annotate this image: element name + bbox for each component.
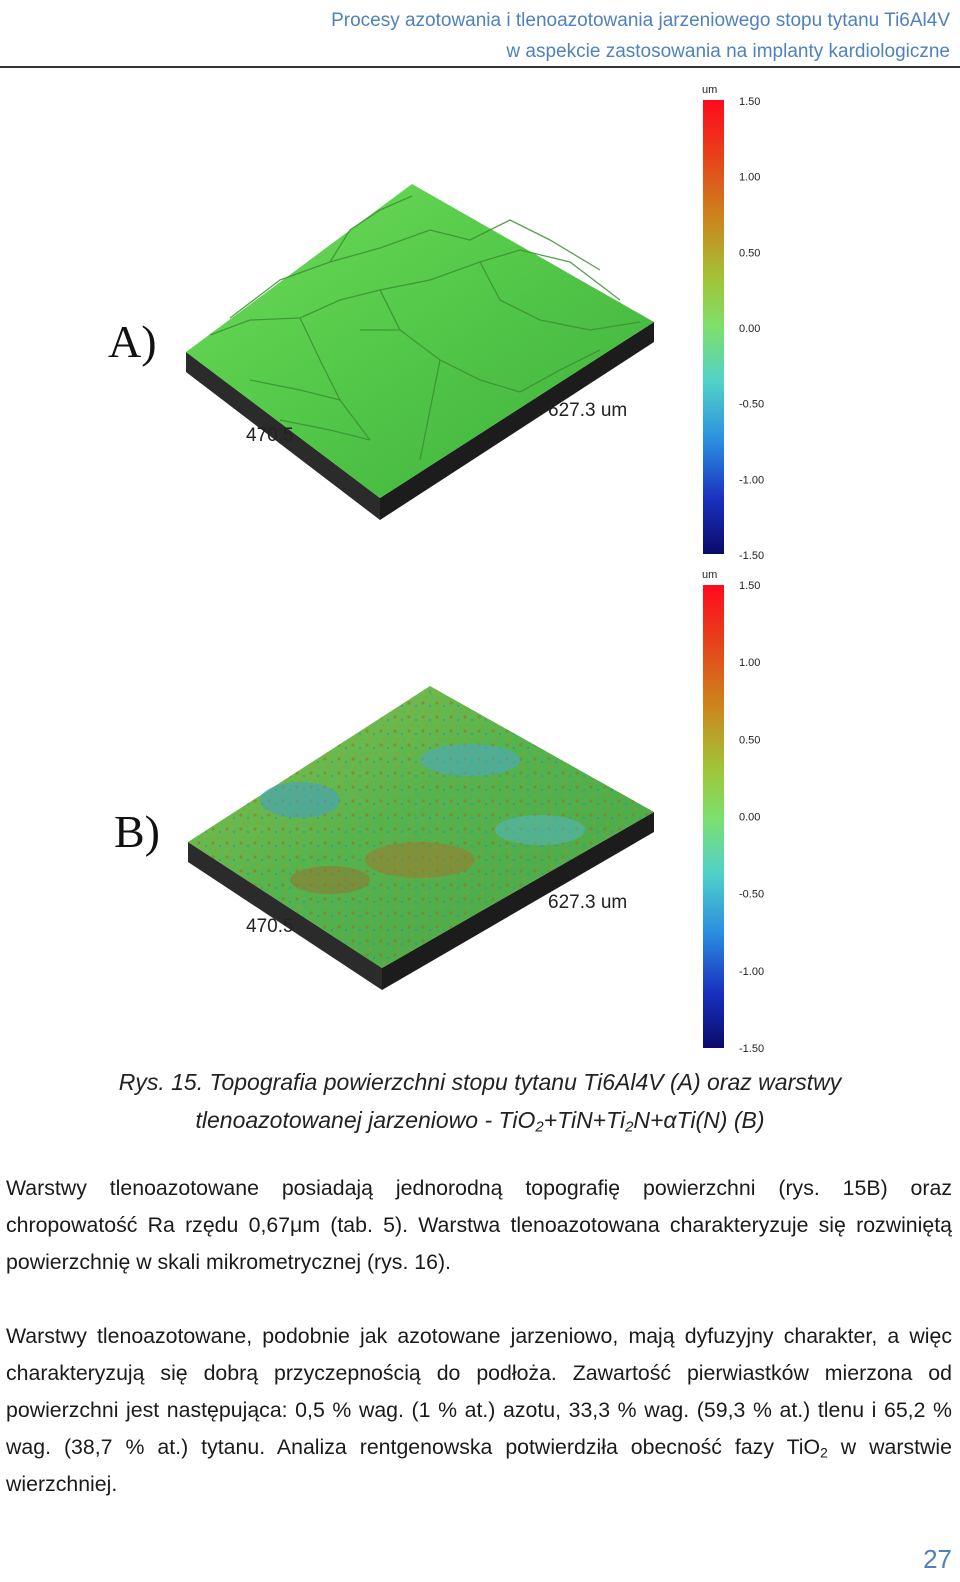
caption-sub-2: 2 xyxy=(625,1118,634,1136)
scale-tick-label-a: -1.50 xyxy=(739,550,764,562)
paragraph-1: Warstwy tlenoazotowane posiadają jednoro… xyxy=(6,1176,952,1274)
header-line-2: w aspekcie zastosowania na implanty kard… xyxy=(506,41,950,62)
surface-b-texture xyxy=(188,686,654,968)
y-dim-label-a: 470.5 xyxy=(246,425,294,446)
caption-line-2-part-c: N+αTi(N) (B) xyxy=(633,1107,765,1133)
surface-b-base-right xyxy=(382,812,654,990)
scale-tick-label-b: -1.50 xyxy=(739,1043,764,1055)
grain-boundaries-a xyxy=(209,195,641,461)
running-header: Procesy azotowania i tlenoazotowania jar… xyxy=(331,5,950,67)
paragraph-2-text-b: w warstwie wierzchniej. xyxy=(6,1435,952,1496)
y-dim-label-b: 470.5 xyxy=(246,916,294,937)
paragraph-2-sub: 2 xyxy=(820,1444,828,1461)
scale-tick-label-a: 1.50 xyxy=(739,96,760,108)
surface-b-base-left xyxy=(188,842,382,990)
scale-tick-label-b: -0.50 xyxy=(739,889,764,901)
scale-bar-b xyxy=(703,585,724,1048)
panel-label-a: A) xyxy=(108,316,157,367)
caption-line-2-part-b: +TiN+Ti xyxy=(543,1107,626,1133)
caption-sub-1: 2 xyxy=(535,1118,544,1136)
figure-caption: Rys. 15. Topografia powierzchni stopu ty… xyxy=(0,1063,960,1139)
surface-a-base-left xyxy=(186,352,380,520)
surface-a-top xyxy=(186,184,654,498)
paragraph-2: Warstwy tlenoazotowane, podobnie jak azo… xyxy=(6,1318,952,1503)
color-scale-b: um 1.50 1.00 0.50 0.00 -0.50 -1.00 -1.50 xyxy=(702,569,764,1055)
scale-tick-label-a: 0.00 xyxy=(739,323,760,335)
surface-b-features xyxy=(260,744,585,894)
header-line-1: Procesy azotowania i tlenoazotowania jar… xyxy=(331,10,950,31)
paragraph-2-text-a: Warstwy tlenoazotowane, podobnie jak azo… xyxy=(6,1324,952,1459)
surface-plot-b xyxy=(188,686,654,990)
caption-line-1: Rys. 15. Topografia powierzchni stopu ty… xyxy=(118,1069,842,1095)
surface-plot-a xyxy=(186,184,654,520)
scale-tick-label-a: -1.00 xyxy=(739,474,764,486)
scale-unit-a: um xyxy=(702,84,717,96)
header-rule xyxy=(0,66,960,68)
scale-tick-label-b: -1.00 xyxy=(739,966,764,978)
x-dim-label-a: 627.3 um xyxy=(548,400,627,421)
topography-figure: 627.3 um 470.5 um 1.50 1.00 0.50 0.00 -0.50 -… xyxy=(186,84,764,1055)
scale-tick-label-b: 1.00 xyxy=(739,657,760,669)
scale-unit-b: um xyxy=(702,569,717,581)
surface-a-base-right xyxy=(380,322,654,520)
scale-tick-label-b: 1.50 xyxy=(739,580,760,592)
scale-tick-label-a: -0.50 xyxy=(739,399,764,411)
color-scale-a: um 1.50 1.00 0.50 0.00 -0.50 -1.00 -1.50 xyxy=(702,84,764,562)
scale-tick-label-a: 1.00 xyxy=(739,172,760,184)
scale-tick-label-b: 0.00 xyxy=(739,812,760,824)
panel-label-b: B) xyxy=(114,806,160,857)
page-number: 27 xyxy=(923,1544,952,1574)
x-dim-label-b: 627.3 um xyxy=(548,892,627,913)
scale-tick-label-a: 0.50 xyxy=(739,247,760,259)
scale-tick-label-b: 0.50 xyxy=(739,734,760,746)
caption-line-2: tlenoazotowanej jarzeniowo - TiO2+TiN+Ti… xyxy=(0,1101,960,1139)
scale-bar-a xyxy=(703,100,724,554)
caption-line-2-part-a: tlenoazotowanej jarzeniowo - TiO xyxy=(195,1107,536,1133)
